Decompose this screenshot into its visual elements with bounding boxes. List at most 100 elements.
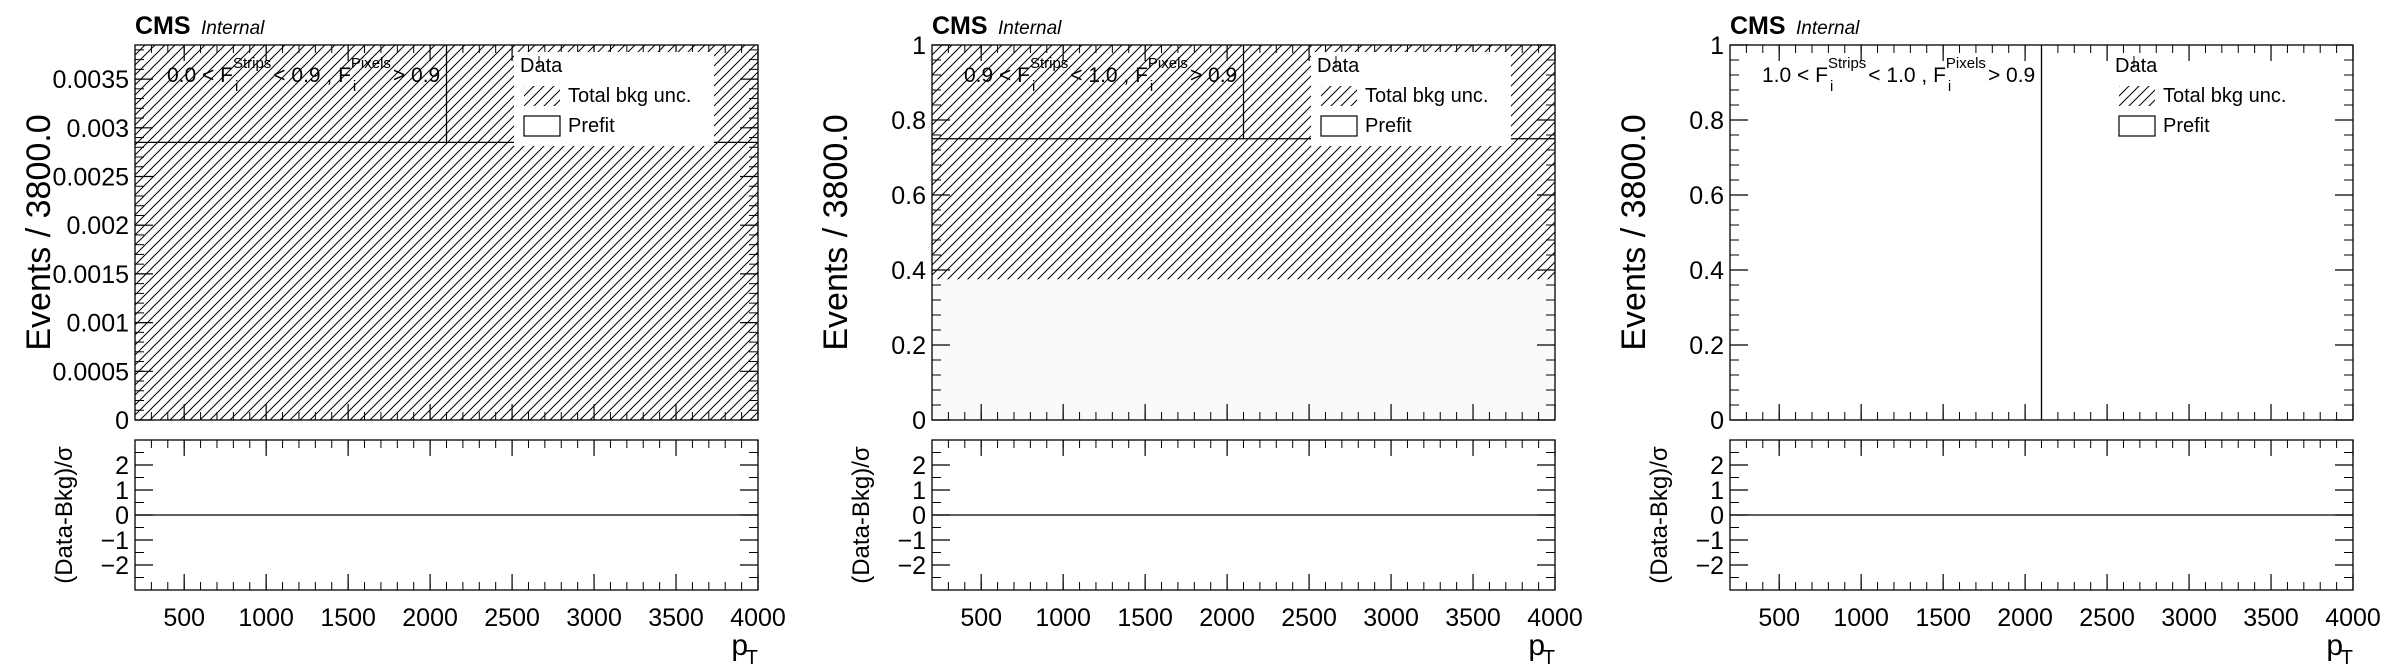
x-tick-label: 3500 [1445, 604, 1501, 632]
x-tick-label: 3500 [648, 604, 704, 632]
legend-prefit-swatch [2118, 115, 2156, 137]
legend-label-data: Data [1317, 55, 1360, 77]
x-axis-label: p [1528, 629, 1545, 662]
ratio-y-tick-label: −2 [1695, 552, 1724, 580]
legend-label-data: Data [2115, 55, 2158, 77]
region-label-part: 0.9 < F [964, 64, 1030, 87]
internal-label: Internal [998, 18, 1062, 39]
x-tick-label: 1500 [1117, 604, 1173, 632]
ratio-y-tick-label: 0 [1710, 502, 1724, 530]
x-tick-label: 3000 [2161, 604, 2217, 632]
region-label-subscript: i [1150, 78, 1153, 95]
region-label-part: > 0.9 [1988, 64, 2035, 87]
x-axis-label-subscript: T [2341, 647, 2353, 669]
y-tick-label: 0.2 [891, 332, 926, 360]
x-tick-label: 4000 [1527, 604, 1583, 632]
prefit-fill [932, 279, 1555, 420]
region-label-part: < 0.9 , F [273, 64, 351, 87]
region-label-subscript: i [1032, 78, 1035, 95]
region-label-subscript: i [353, 78, 356, 95]
legend-prefit-swatch [523, 115, 561, 137]
x-tick-label: 2000 [402, 604, 458, 632]
y-tick-label: 0.4 [1689, 257, 1724, 285]
legend-label-prefit: Prefit [1365, 115, 1412, 137]
region-label-superscript: Pixels [351, 55, 391, 72]
region-label-superscript: Strips [1030, 55, 1068, 72]
legend-prefit-swatch [1320, 115, 1358, 137]
y-tick-label: 0.8 [1689, 107, 1724, 135]
x-tick-label: 1000 [238, 604, 294, 632]
ratio-y-tick-label: −1 [897, 527, 926, 555]
y-tick-label: 0.002 [66, 212, 129, 240]
y-axis-label: Events / 3800.0 [20, 114, 58, 350]
cms-label: CMS [135, 12, 191, 40]
legend-label-unc: Total bkg unc. [1365, 85, 1488, 107]
x-tick-label: 3500 [2243, 604, 2299, 632]
ratio-y-tick-label: −2 [897, 552, 926, 580]
x-tick-label: 1500 [320, 604, 376, 632]
legend-label-prefit: Prefit [2163, 115, 2210, 137]
x-tick-label: 500 [1758, 604, 1800, 632]
region-label-subscript: i [235, 78, 238, 95]
legend-label-unc: Total bkg unc. [568, 85, 691, 107]
region-label-part: 0.0 < F [167, 64, 233, 87]
x-tick-label: 4000 [2325, 604, 2381, 632]
x-tick-label: 2500 [484, 604, 540, 632]
x-tick-label: 4000 [730, 604, 786, 632]
x-tick-label: 3000 [566, 604, 622, 632]
x-axis-label-subscript: T [746, 647, 758, 669]
ratio-y-axis-label: (Data-Bkg)/σ [1646, 446, 1673, 584]
x-tick-label: 2000 [1997, 604, 2053, 632]
y-tick-label: 1 [1710, 32, 1724, 60]
x-axis-label: p [731, 629, 748, 662]
ratio-y-tick-label: −1 [100, 527, 129, 555]
y-tick-label: 0.6 [891, 182, 926, 210]
region-label-superscript: Strips [233, 55, 271, 72]
legend-hatch-swatch [1321, 86, 1357, 106]
x-tick-label: 500 [960, 604, 1002, 632]
y-tick-label: 0.4 [891, 257, 926, 285]
ratio-y-tick-label: 1 [912, 477, 926, 505]
region-label-subscript: i [1830, 78, 1833, 95]
region-label-part: > 0.9 [393, 64, 440, 87]
legend-label-prefit: Prefit [568, 115, 615, 137]
y-tick-label: 0.2 [1689, 332, 1724, 360]
y-tick-label: 0.0035 [53, 66, 129, 94]
region-label-superscript: Pixels [1946, 55, 1986, 72]
ratio-y-axis-label: (Data-Bkg)/σ [848, 446, 875, 584]
y-tick-label: 0 [1710, 407, 1724, 435]
ratio-y-tick-label: 1 [115, 477, 129, 505]
ratio-y-tick-label: 1 [1710, 477, 1724, 505]
ratio-y-tick-label: −2 [100, 552, 129, 580]
ratio-y-tick-label: 2 [1710, 452, 1724, 480]
ratio-y-tick-label: 2 [912, 452, 926, 480]
region-label-part: > 0.9 [1190, 64, 1237, 87]
region-label-part: < 1.0 , F [1868, 64, 1946, 87]
legend-hatch-swatch [2119, 86, 2155, 106]
x-tick-label: 2000 [1199, 604, 1255, 632]
y-tick-label: 0.0005 [53, 358, 129, 386]
region-label-subscript: i [1948, 78, 1951, 95]
ratio-y-axis-label: (Data-Bkg)/σ [51, 446, 78, 584]
x-axis-label-subscript: T [1543, 647, 1555, 669]
legend-label-data: Data [520, 55, 563, 77]
ratio-y-tick-label: 0 [912, 502, 926, 530]
x-tick-label: 500 [163, 604, 205, 632]
internal-label: Internal [1796, 18, 1860, 39]
x-tick-label: 3000 [1363, 604, 1419, 632]
x-tick-label: 2500 [1281, 604, 1337, 632]
y-tick-label: 0.0025 [53, 163, 129, 191]
ratio-y-tick-label: 2 [115, 452, 129, 480]
region-label-part: < 1.0 , F [1070, 64, 1148, 87]
x-tick-label: 2500 [2079, 604, 2135, 632]
y-tick-label: 0 [912, 407, 926, 435]
cms-label: CMS [1730, 12, 1786, 40]
y-tick-label: 0.8 [891, 107, 926, 135]
y-axis-label: Events / 3800.0 [817, 114, 855, 350]
y-tick-label: 0.003 [66, 115, 129, 143]
legend-label-unc: Total bkg unc. [2163, 85, 2286, 107]
